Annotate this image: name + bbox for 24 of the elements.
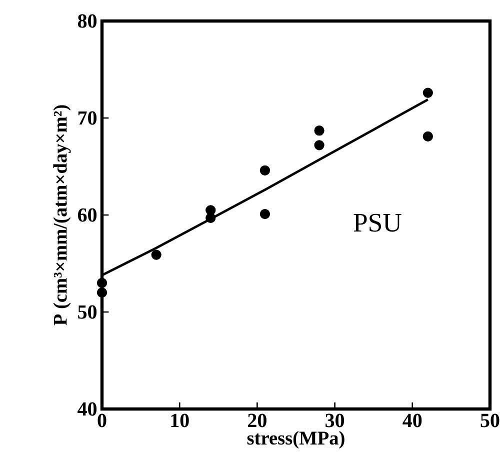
point <box>260 165 270 176</box>
point <box>314 140 324 150</box>
x-tick-label: 20 <box>248 414 266 428</box>
point <box>96 288 108 298</box>
point <box>151 250 162 260</box>
point <box>260 208 270 220</box>
y-tick-label: 70 <box>78 111 97 125</box>
x-tick-label: 0 <box>98 414 106 428</box>
y-axis-title: P (cm³×mm/(atm×day×m²) <box>53 105 71 326</box>
point <box>314 126 324 136</box>
point <box>96 278 108 288</box>
y-tick-label: 40 <box>78 402 97 416</box>
point <box>422 88 433 98</box>
y-tick-label: 60 <box>78 208 97 222</box>
y-tick-label: 50 <box>78 305 97 319</box>
point <box>206 212 216 223</box>
y-tick-label: 80 <box>78 14 97 28</box>
x-tick-label: 30 <box>326 414 344 428</box>
x-tick-label: 50 <box>480 414 500 428</box>
x-axis-title: stress(MPa) <box>247 431 344 449</box>
annotation: PSU <box>354 214 402 232</box>
point <box>422 131 433 142</box>
x-tick-label: 10 <box>171 414 189 428</box>
x-tick-label: 40 <box>402 414 422 428</box>
